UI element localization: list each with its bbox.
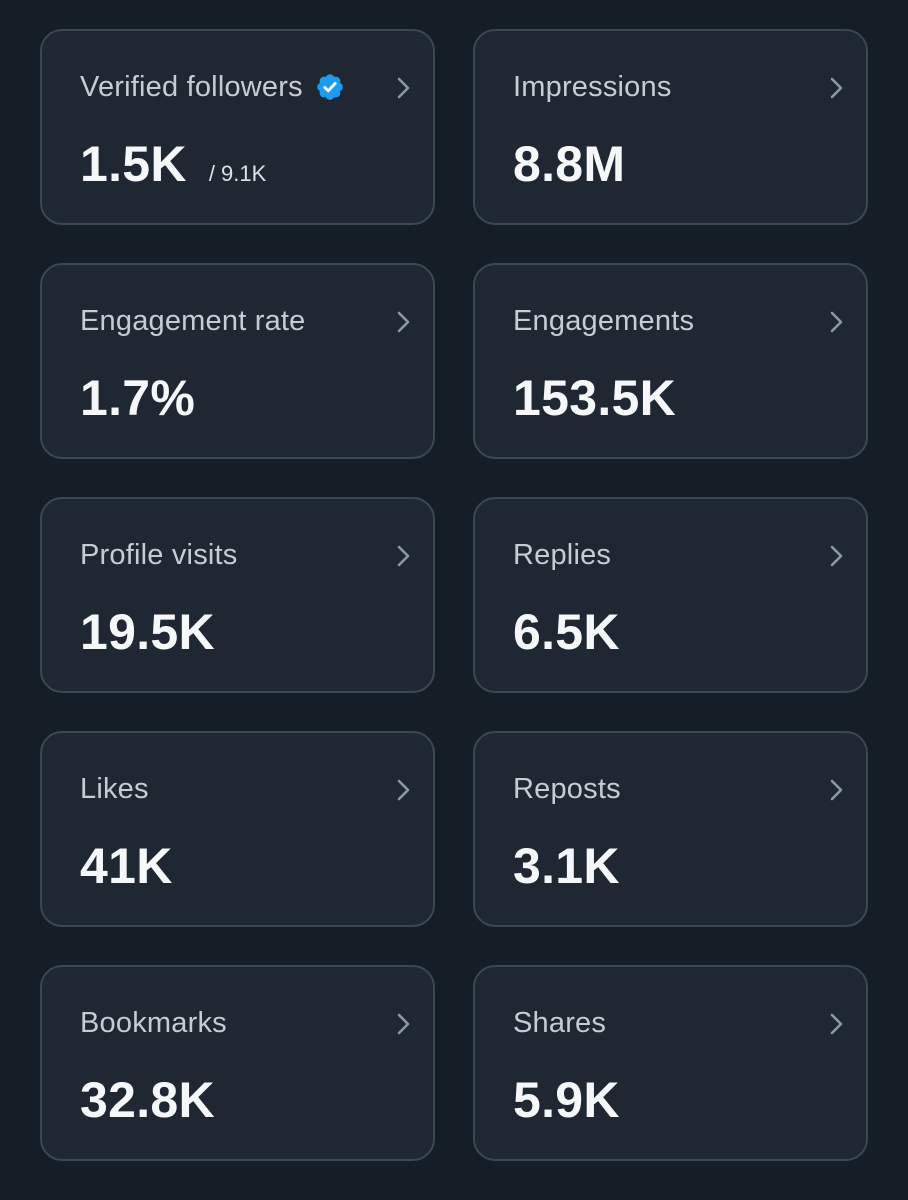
card-label: Bookmarks: [80, 1006, 227, 1039]
card-value-row: 19.5K: [80, 603, 215, 661]
card-label: Reposts: [513, 772, 621, 805]
card-reposts[interactable]: Reposts 3.1K: [473, 731, 868, 927]
card-value: 3.1K: [513, 838, 620, 894]
card-replies[interactable]: Replies 6.5K: [473, 497, 868, 693]
card-label-row: Profile visits: [80, 537, 238, 573]
chevron-right-icon: [830, 311, 843, 333]
chevron-right-icon: [830, 779, 843, 801]
card-verified-followers[interactable]: Verified followers 1.5K / 9.1K: [40, 29, 435, 225]
chevron-right-icon: [830, 77, 843, 99]
card-label-row: Bookmarks: [80, 1005, 227, 1041]
card-label: Shares: [513, 1006, 607, 1039]
chevron-right-icon: [830, 1013, 843, 1035]
card-engagements[interactable]: Engagements 153.5K: [473, 263, 868, 459]
card-value: 32.8K: [80, 1072, 215, 1128]
card-shares[interactable]: Shares 5.9K: [473, 965, 868, 1161]
card-value: 41K: [80, 838, 173, 894]
card-value-row: 1.5K / 9.1K: [80, 135, 266, 193]
card-label-row: Impressions: [513, 69, 672, 105]
card-value-row: 41K: [80, 837, 173, 895]
card-profile-visits[interactable]: Profile visits 19.5K: [40, 497, 435, 693]
card-label-row: Reposts: [513, 771, 621, 807]
card-value: 153.5K: [513, 370, 677, 426]
card-value: 6.5K: [513, 604, 620, 660]
card-label: Profile visits: [80, 538, 238, 571]
card-value-row: 1.7%: [80, 369, 195, 427]
card-bookmarks[interactable]: Bookmarks 32.8K: [40, 965, 435, 1161]
card-value-row: 8.8M: [513, 135, 625, 193]
card-value: 5.9K: [513, 1072, 620, 1128]
card-likes[interactable]: Likes 41K: [40, 731, 435, 927]
card-label-row: Replies: [513, 537, 611, 573]
card-value: 19.5K: [80, 604, 215, 660]
card-label: Impressions: [513, 70, 672, 103]
card-label: Engagement rate: [80, 304, 306, 337]
card-value: 8.8M: [513, 136, 626, 192]
card-label-row: Engagement rate: [80, 303, 305, 339]
card-label-row: Likes: [80, 771, 149, 807]
card-label: Engagements: [513, 304, 695, 337]
chevron-right-icon: [397, 77, 410, 99]
chevron-right-icon: [397, 311, 410, 333]
card-label: Likes: [80, 772, 149, 805]
chevron-right-icon: [397, 1013, 410, 1035]
card-value-row: 3.1K: [513, 837, 620, 895]
verified-badge-icon: [317, 74, 343, 100]
card-value-row: 5.9K: [513, 1071, 620, 1129]
card-value-row: 6.5K: [513, 603, 620, 661]
card-label-row: Verified followers: [80, 69, 345, 105]
card-label-row: Engagements: [513, 303, 694, 339]
card-value-row: 32.8K: [80, 1071, 215, 1129]
card-label-row: Shares: [513, 1005, 606, 1041]
card-value: 1.5K: [80, 136, 187, 192]
card-value: 1.7%: [80, 370, 196, 426]
chevron-right-icon: [397, 779, 410, 801]
card-engagement-rate[interactable]: Engagement rate 1.7%: [40, 263, 435, 459]
chevron-right-icon: [830, 545, 843, 567]
chevron-right-icon: [397, 545, 410, 567]
card-total: / 9.1K: [208, 161, 267, 186]
card-label: Verified followers: [80, 70, 303, 103]
card-impressions[interactable]: Impressions 8.8M: [473, 29, 868, 225]
card-value-row: 153.5K: [513, 369, 676, 427]
card-label: Replies: [513, 538, 612, 571]
